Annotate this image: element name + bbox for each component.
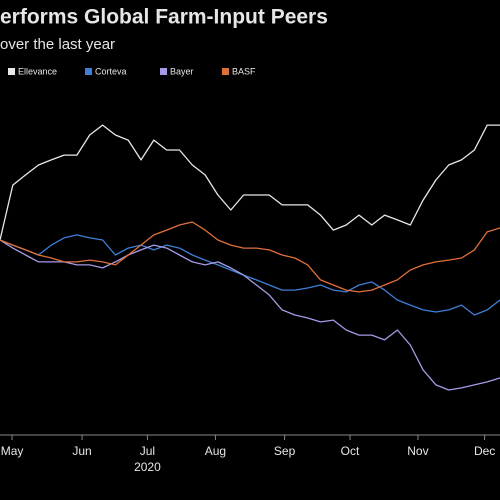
series-line — [0, 124, 500, 241]
legend-swatch — [160, 68, 167, 75]
legend-label: Ellevance — [18, 66, 57, 76]
series-line — [0, 234, 500, 316]
legend-swatch — [222, 68, 229, 75]
x-tick-label: Jul — [140, 444, 155, 458]
series-line — [0, 239, 500, 391]
x-tick-label: Jun — [72, 444, 91, 458]
legend-swatch — [85, 68, 92, 75]
x-tick-label: Nov — [407, 444, 428, 458]
x-tick-label: Sep — [274, 444, 296, 458]
chart-subtitle: over the last year — [0, 36, 115, 53]
chart-title: erforms Global Farm-Input Peers — [0, 6, 328, 29]
x-tick-label: Dec — [474, 444, 495, 458]
legend-label: Bayer — [170, 66, 194, 76]
x-tick-label: Aug — [205, 444, 226, 458]
series-line — [0, 221, 500, 293]
legend-swatch — [8, 68, 15, 75]
legend-label: BASF — [232, 66, 256, 76]
x-tick-label: May — [1, 444, 24, 458]
x-tick-label: Oct — [341, 444, 360, 458]
x-sublabel: 2020 — [134, 460, 161, 474]
legend-label: Corteva — [95, 66, 127, 76]
